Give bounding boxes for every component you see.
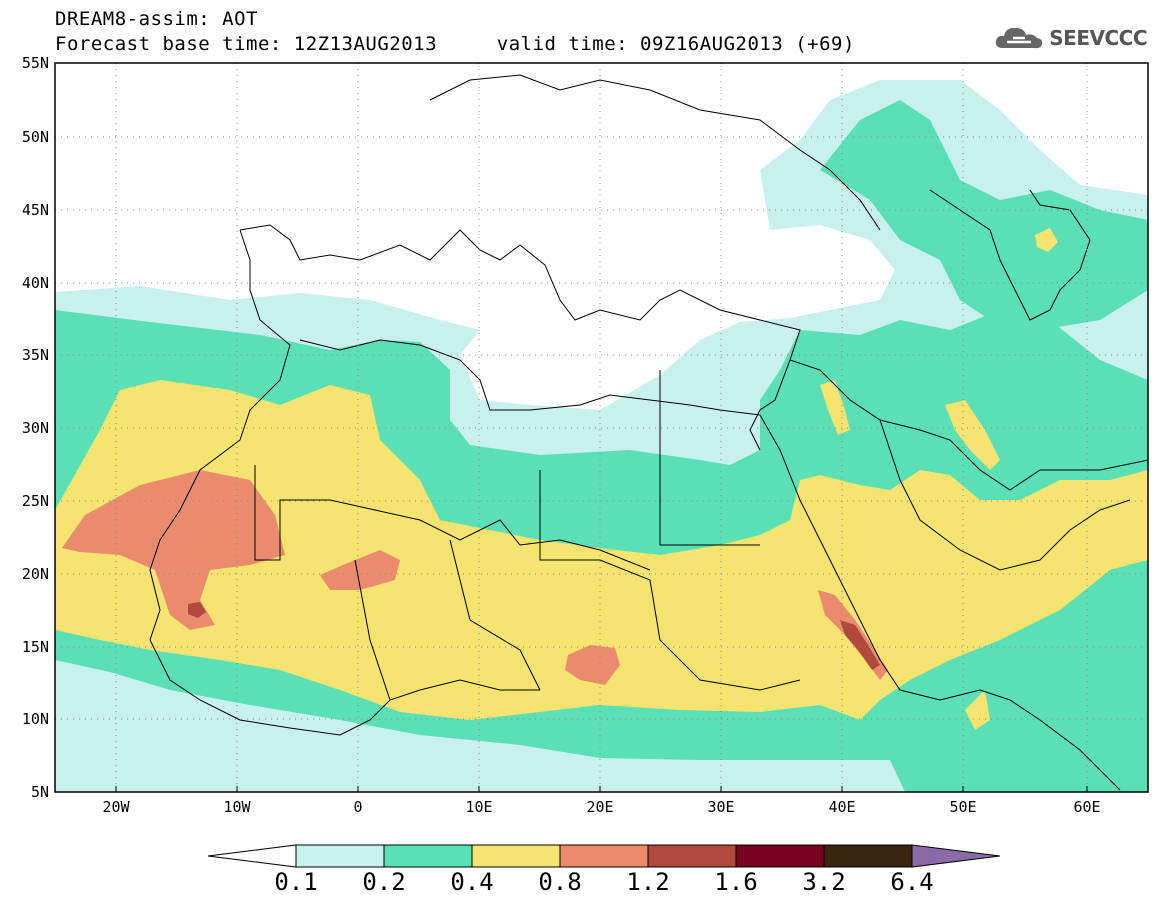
colorbar-label: 0.8 [538,868,582,896]
aot-area-0.4-caspian [1035,228,1058,252]
colorbar-segment [471,844,561,868]
colorbar-lower-arrow [207,844,297,868]
lon-tick-label: 30E [707,798,734,816]
colorbar-segment [295,844,385,868]
colorbar-label: 6.4 [890,868,934,896]
lon-tick-label: 40E [828,798,855,816]
aot-fields [55,63,1148,792]
lat-tick-label: 20N [22,565,49,583]
aot-area-1.2-redsea [840,620,880,670]
lat-tick-label: 5N [31,783,49,801]
map-frame [54,62,1149,793]
colorbar-upper-arrow [911,844,1001,868]
aot-area-0.4-gulf [945,400,1000,470]
logo-text: SEEVCCC [1049,26,1147,50]
lat-tick-label: 10N [22,710,49,728]
time-line: Forecast base time: 12Z13AUG2013 valid t… [55,33,855,55]
lon-tick-label: 0 [353,798,362,816]
aot-area-0.4-levant [820,380,850,435]
lat-tick-label: 15N [22,638,49,656]
model-title: DREAM8-assim: AOT [55,8,258,30]
cloud-icon [996,27,1043,49]
colorbar-label: 1.6 [714,868,758,896]
gridlines [55,63,1148,792]
colorbar-label: 0.2 [362,868,406,896]
seevccc-logo: SEEVCCC [993,22,1147,54]
lat-tick-label: 40N [22,274,49,292]
colorbar-label: 1.2 [626,868,670,896]
forecast-base-time: Forecast base time: 12Z13AUG2013 [55,33,438,55]
colorbar-label: 0.4 [450,868,494,896]
lon-tick-label: 20E [586,798,613,816]
aot-area-0.2-north [820,100,1148,330]
colorbar-segment [559,844,649,868]
lat-tick-label: 55N [22,54,49,72]
colorbar-label: 3.2 [802,868,846,896]
aot-area-0.8-west [62,470,285,630]
colorbar-segment [647,844,737,868]
lon-tick-label: 60E [1073,798,1100,816]
lon-tick-label: 10E [465,798,492,816]
colorbar [207,844,1001,868]
colorbar-segment [735,844,825,868]
lat-tick-label: 35N [22,346,49,364]
lon-tick-label: 20W [102,798,130,816]
colorbar-segment [383,844,473,868]
lon-tick-label: 50E [949,798,976,816]
aot-area-0.4 [55,380,1148,720]
aot-area-0.8-chad [565,645,620,685]
lat-tick-label: 50N [22,128,49,146]
aot-area-0.4-somalia [965,690,990,730]
lon-tick-label: 10W [223,798,251,816]
lat-tick-label: 45N [22,201,49,219]
aot-area-0.8-mali [320,550,400,590]
valid-time: valid time: 09Z16AUG2013 (+69) [496,33,855,55]
lat-tick-label: 30N [22,419,49,437]
colorbar-label: 0.1 [274,868,318,896]
lat-tick-label: 25N [22,492,49,510]
colorbar-segment [823,844,913,868]
aot-area-1.2 [188,602,206,618]
